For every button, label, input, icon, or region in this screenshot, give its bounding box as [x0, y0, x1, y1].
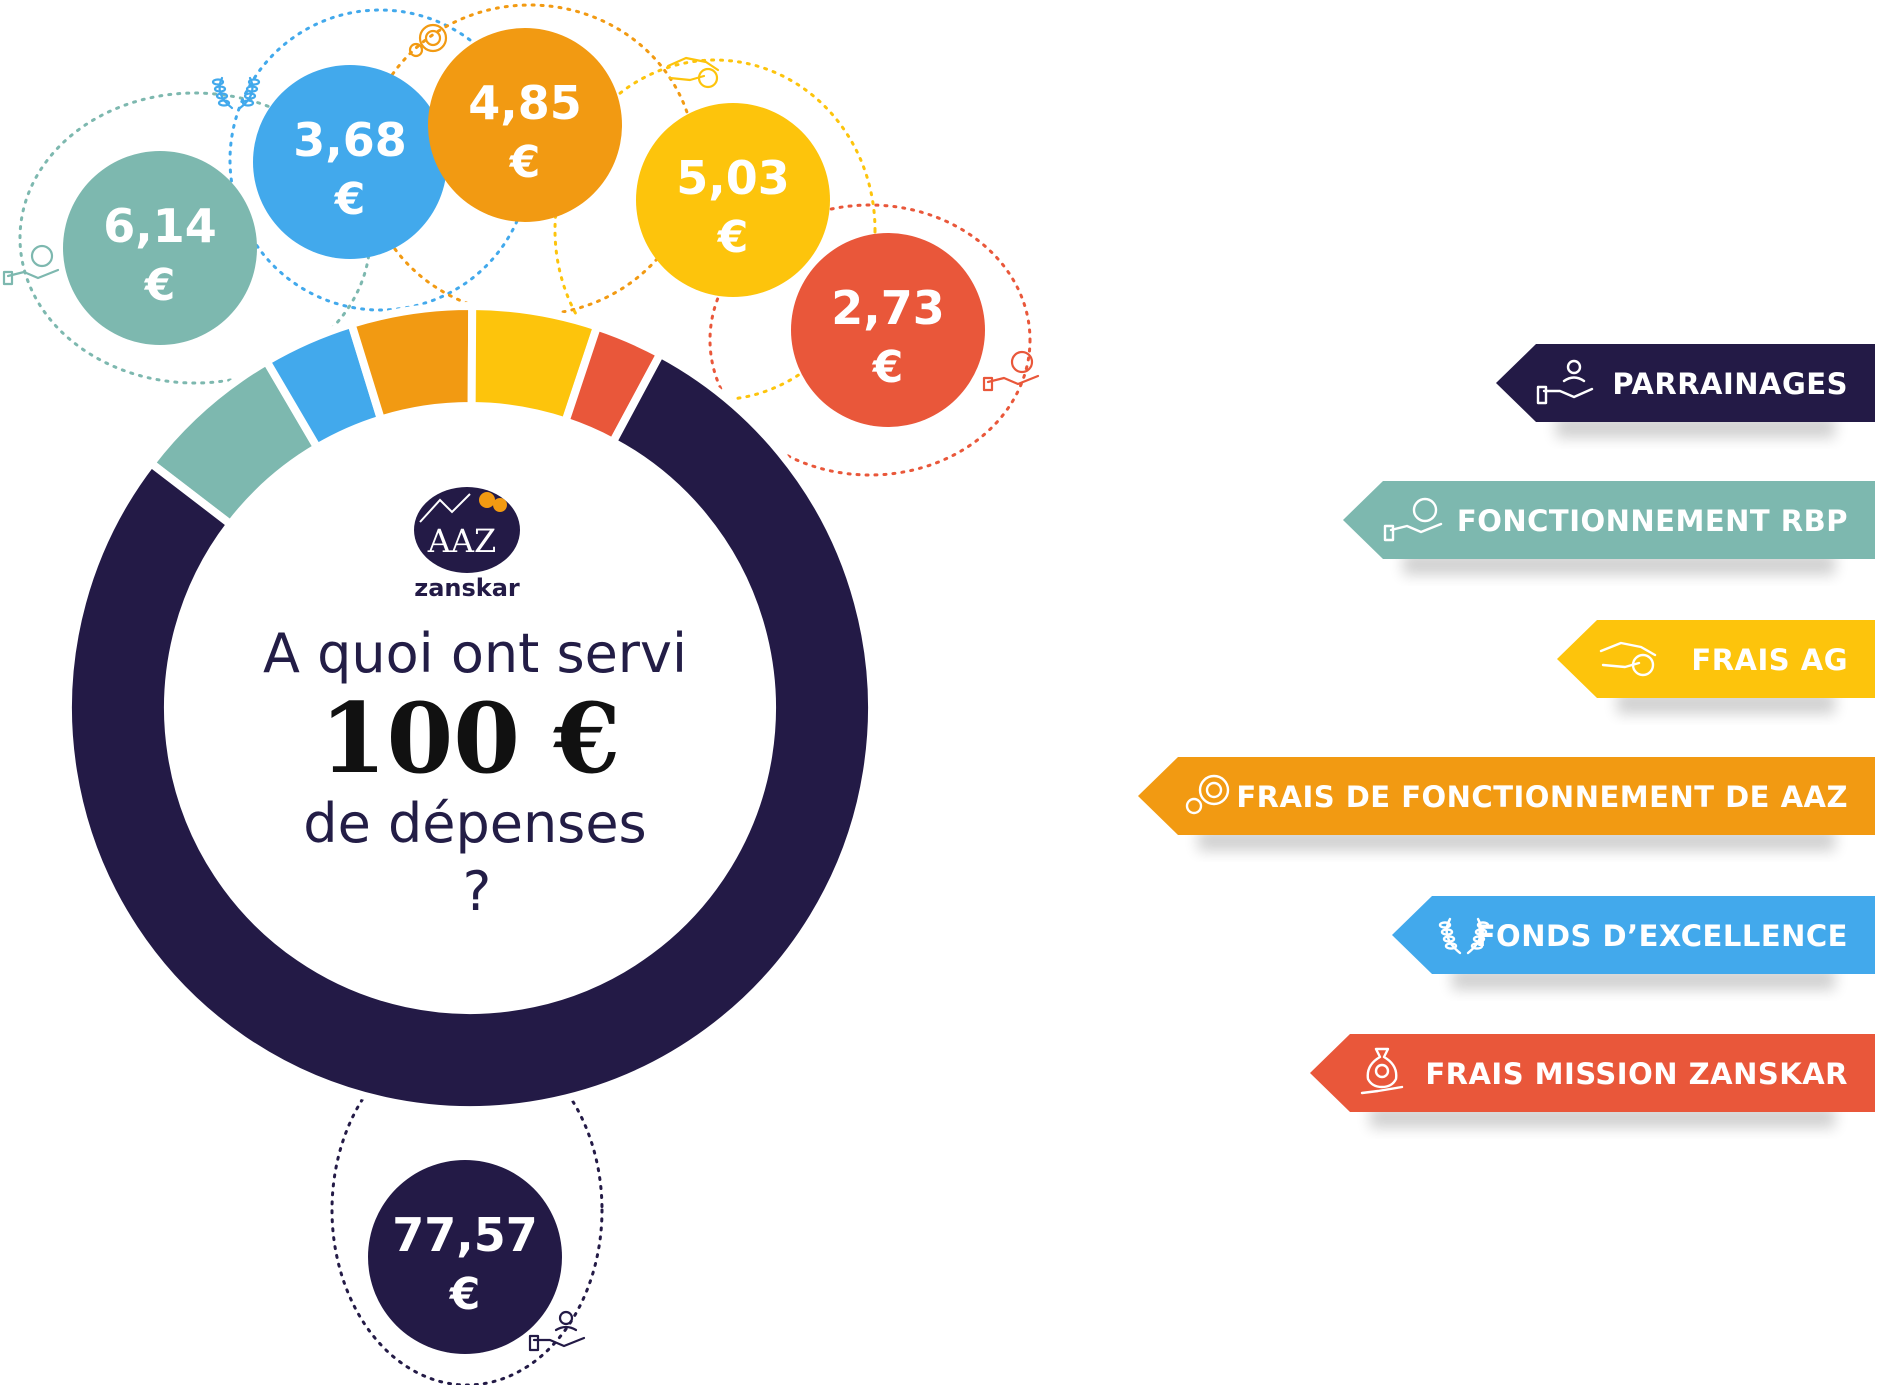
value-bubbles: 6,14 €3,68 €4,85 € 5,03 €2,73 €77,57 € [2, 23, 1040, 1354]
title-line1: A quoi ont servi [263, 622, 687, 685]
legend-banner-frais-de-fonctionnement-de-aaz: FRAIS DE FONCTIONNEMENT DE AAZ [1138, 757, 1875, 851]
value-bubble-fonctionnement-rbp: 6,14 € [63, 151, 257, 345]
gears-euro-icon [1185, 774, 1230, 815]
value-unit: € [334, 174, 366, 225]
value-unit: € [449, 1269, 481, 1320]
banner-shape [1392, 896, 1875, 974]
banner-shape [1496, 344, 1875, 422]
value-label: 2,73 [831, 281, 945, 335]
hand-person-icon [1536, 359, 1594, 405]
laurel-icon [1438, 917, 1490, 955]
value-unit: € [509, 137, 541, 188]
bubble-circle [63, 151, 257, 345]
logo-badge [414, 487, 520, 573]
legend-banner-fonds-d-excellence: FONDS D’EXCELLENCE [1392, 896, 1875, 990]
banner-shape [1557, 620, 1875, 698]
value-bubble-frais-mission-zanskar: 2,73 € [791, 233, 985, 427]
value-label: 77,57 [392, 1208, 538, 1262]
logo-initials: AAZ [427, 522, 496, 560]
bubble-circle [368, 1160, 562, 1354]
legend-banners: PARRAINAGES FONCTIONNEMENT RBP FRAIS AG FRA… [1138, 344, 1875, 1128]
handshake-coin-icon [1599, 641, 1657, 677]
bubble-circle [253, 65, 447, 259]
legend-banner-parrainages: PARRAINAGES [1496, 344, 1875, 438]
banner-shape [1343, 481, 1875, 559]
legend-banner-fonctionnement-rbp: FONCTIONNEMENT RBP [1343, 481, 1875, 575]
handshake-coin-icon [666, 56, 720, 89]
banner-shape [1310, 1034, 1875, 1112]
dotted-loop-frais-ag [553, 58, 877, 402]
logo-name: zanskar [414, 574, 520, 602]
title-line3: de dépenses [303, 792, 646, 855]
dotted-loop-parrainages [330, 1033, 604, 1385]
legend-label: FONCTIONNEMENT RBP [1457, 504, 1848, 538]
value-label: 4,85 [468, 76, 582, 130]
bubble-circle [791, 233, 985, 427]
legend-label: PARRAINAGES [1612, 367, 1848, 401]
gears-euro-icon [408, 23, 448, 58]
title-question-mark: ? [463, 860, 492, 923]
value-unit: € [872, 342, 904, 393]
bubble-circle [636, 103, 830, 297]
title-amount: 100 € [320, 682, 621, 795]
value-bubble-frais-de-fonctionnement-de-aaz: 4,85 € [428, 28, 622, 222]
dotted-loop-frais-mission-zanskar [708, 203, 1032, 477]
value-unit: € [717, 212, 749, 263]
bubble-circle [428, 28, 622, 222]
value-bubble-parrainages: 77,57 € [368, 1160, 562, 1354]
legend-label: FRAIS MISSION ZANSKAR [1425, 1057, 1848, 1091]
hand-euro-coin-icon [2, 244, 60, 286]
hand-person-icon [528, 1310, 586, 1352]
value-label: 3,68 [293, 113, 407, 167]
logo-child-icon [479, 492, 495, 508]
value-unit: € [144, 260, 176, 311]
legend-label: FONDS D’EXCELLENCE [1476, 919, 1848, 953]
value-bubble-frais-ag: 5,03 € [636, 103, 830, 297]
legend-label: FRAIS AG [1691, 643, 1848, 677]
hand-euro-coin-icon [1383, 497, 1443, 542]
hand-euro-coin-icon [982, 350, 1040, 392]
legend-label: FRAIS DE FONCTIONNEMENT DE AAZ [1236, 780, 1848, 814]
legend-banner-frais-mission-zanskar: FRAIS MISSION ZANSKAR [1310, 1034, 1875, 1128]
banner-shape [1138, 757, 1875, 835]
logo-mountain-icon [419, 493, 471, 523]
donut-center [168, 406, 772, 1010]
money-bag-hand-icon [1360, 1047, 1404, 1095]
aaz-zanskar-logo: AAZ zanskar [414, 487, 520, 602]
value-label: 6,14 [103, 199, 217, 253]
value-bubble-fonds-d-excellence: 3,68 € [253, 65, 447, 259]
legend-banner-frais-ag: FRAIS AG [1557, 620, 1875, 714]
laurel-icon [211, 76, 261, 110]
value-label: 5,03 [676, 151, 790, 205]
logo-child-icon [493, 498, 507, 512]
